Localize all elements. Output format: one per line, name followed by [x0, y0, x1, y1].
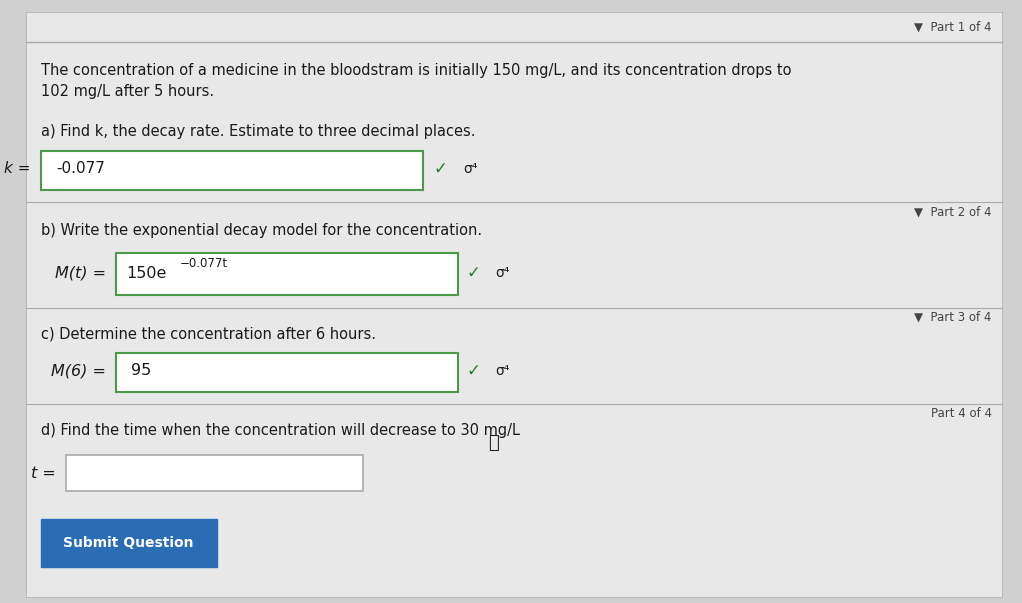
Text: -0.077: -0.077 [56, 162, 104, 176]
Text: ✓: ✓ [433, 160, 447, 178]
FancyBboxPatch shape [117, 253, 459, 295]
FancyBboxPatch shape [41, 151, 423, 190]
Text: M(t) =: M(t) = [55, 266, 111, 280]
FancyBboxPatch shape [41, 519, 217, 567]
Text: Submit Question: Submit Question [63, 535, 193, 550]
Text: M(6) =: M(6) = [51, 364, 111, 378]
Text: Part 4 of 4: Part 4 of 4 [931, 406, 991, 420]
Text: c) Determine the concentration after 6 hours.: c) Determine the concentration after 6 h… [41, 327, 376, 342]
Text: d) Find the time when the concentration will decrease to 30 mg/L: d) Find the time when the concentration … [41, 423, 520, 438]
Text: 95: 95 [131, 364, 151, 378]
FancyBboxPatch shape [117, 353, 459, 392]
FancyBboxPatch shape [65, 455, 363, 491]
Text: ▼  Part 3 of 4: ▼ Part 3 of 4 [915, 311, 991, 324]
Text: a) Find k, the decay rate. Estimate to three decimal places.: a) Find k, the decay rate. Estimate to t… [41, 124, 475, 139]
Text: σ⁴: σ⁴ [463, 162, 478, 176]
Text: ✓: ✓ [466, 264, 480, 282]
Text: σ⁴: σ⁴ [496, 364, 510, 378]
Text: ▼  Part 2 of 4: ▼ Part 2 of 4 [915, 206, 991, 219]
Text: ✓: ✓ [466, 362, 480, 380]
FancyBboxPatch shape [26, 12, 1002, 597]
Text: −0.077t: −0.077t [180, 257, 228, 270]
Text: σ⁴: σ⁴ [496, 266, 510, 280]
Text: ▼  Part 1 of 4: ▼ Part 1 of 4 [915, 21, 991, 34]
Text: t =: t = [31, 466, 61, 481]
Text: 150e: 150e [127, 266, 167, 280]
Text: k =: k = [4, 162, 36, 176]
Text: b) Write the exponential decay model for the concentration.: b) Write the exponential decay model for… [41, 223, 481, 238]
Text: The concentration of a medicine in the bloodstram is initially 150 mg/L, and its: The concentration of a medicine in the b… [41, 63, 791, 99]
Text: ⤷: ⤷ [489, 434, 499, 452]
